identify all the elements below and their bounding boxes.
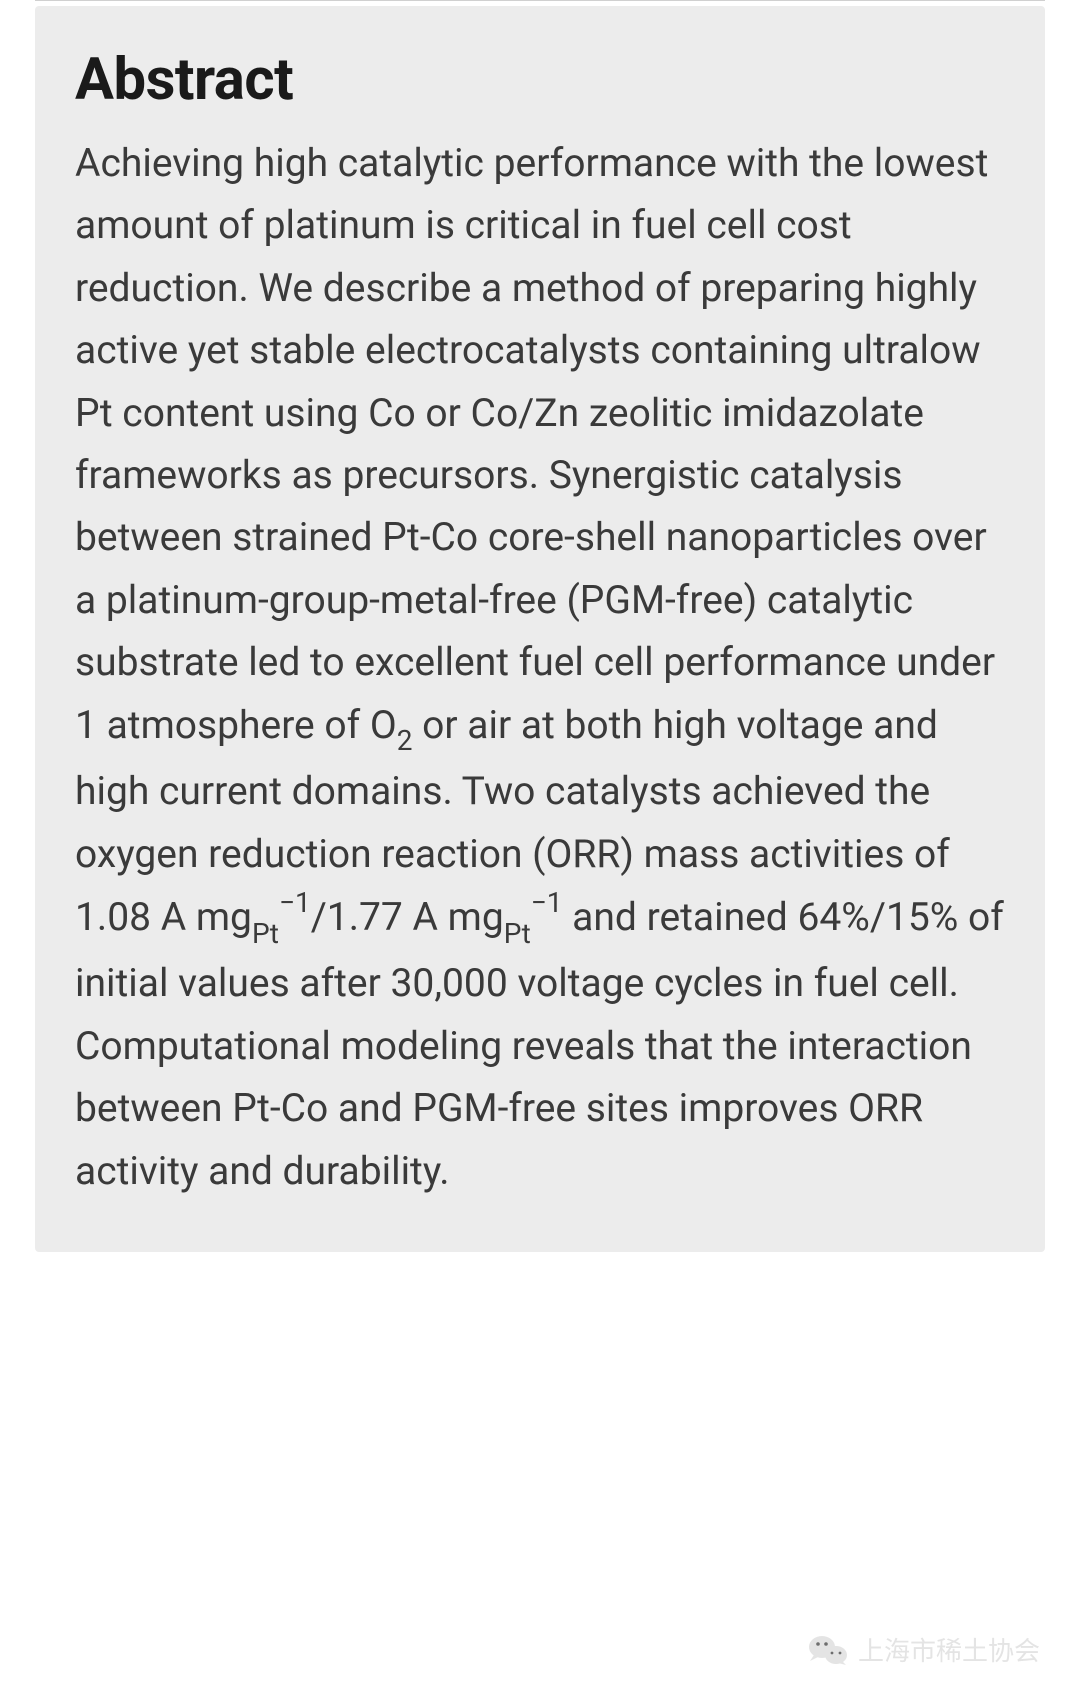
abstract-heading: Abstract (75, 46, 1005, 114)
abstract-text-part1: Achieving high catalytic performance wit… (75, 140, 995, 748)
abstract-sub1: 2 (397, 724, 413, 757)
watermark: 上海市稀土协会 (808, 1631, 1040, 1668)
abstract-sup2: −1 (531, 886, 563, 919)
top-divider (35, 0, 1045, 1)
abstract-sub3: Pt (504, 917, 531, 950)
abstract-body: Achieving high catalytic performance wit… (75, 132, 1005, 1202)
abstract-sup1: −1 (279, 886, 311, 919)
watermark-text: 上海市稀土协会 (858, 1631, 1040, 1668)
abstract-container: Abstract Achieving high catalytic perfor… (35, 6, 1045, 1252)
wechat-icon (808, 1633, 848, 1667)
abstract-sub2: Pt (252, 917, 279, 950)
abstract-text-part3: /1.77 A mg (311, 894, 504, 940)
